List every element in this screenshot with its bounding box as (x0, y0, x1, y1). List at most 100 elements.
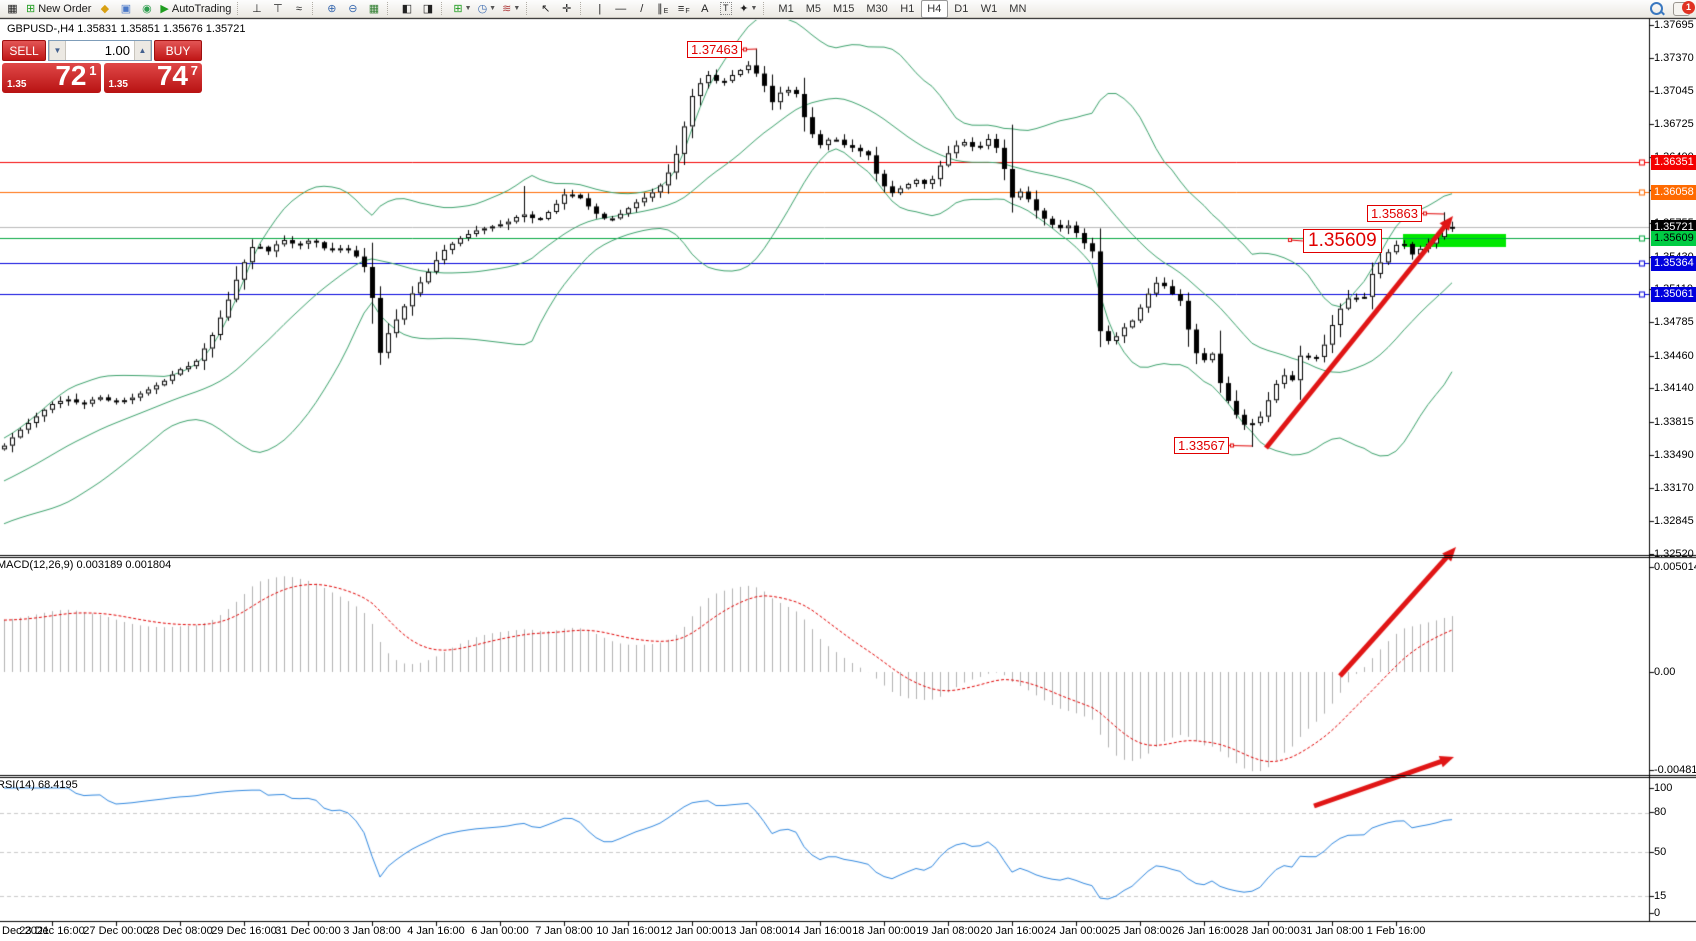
price-axis-tick: 1.37370 (1654, 52, 1694, 65)
date-axis-label: 23 Dec 16:00 (19, 925, 85, 937)
price-axis-tick: 1.34140 (1654, 382, 1694, 395)
price-line-badge: 1.35061 (1651, 287, 1696, 303)
equidistant-channel-icon-sub: E (663, 7, 669, 15)
toolbar-separator (763, 2, 768, 15)
date-axis-label: 13 Jan 08:00 (724, 925, 788, 937)
toolbar-separator (387, 2, 392, 15)
zoom-out-icon: ⊖ (348, 2, 358, 15)
timeframe-w1-button[interactable]: W1 (980, 2, 998, 15)
date-axis-label: 31 Dec 00:00 (275, 925, 341, 937)
timeframe-m15-button[interactable]: M15 (832, 2, 855, 15)
sound-icon: ◉ (142, 2, 152, 15)
date-axis-label: 31 Jan 08:00 (1300, 925, 1364, 937)
market-watch-icon[interactable]: ▣ (115, 0, 136, 18)
rsi-axis-tick: 50 (1654, 846, 1667, 858)
arrows-icon[interactable]: ✦ ▼ (736, 0, 760, 18)
volume-input[interactable] (66, 41, 134, 60)
date-axis-label: 25 Jan 08:00 (1108, 925, 1172, 937)
price-axis-tick: 1.34785 (1654, 316, 1694, 329)
sell-price-sup: 1 (89, 63, 97, 78)
volume-down-button[interactable]: ▼ (49, 41, 66, 60)
line-chart-icon[interactable]: ≈ (288, 0, 309, 18)
date-axis-label: 28 Jan 00:00 (1236, 925, 1300, 937)
timeframe-m5-button[interactable]: M5 (805, 2, 821, 15)
profiles-button-caret: ▼ (489, 5, 497, 12)
date-axis-label: 14 Jan 16:00 (788, 925, 852, 937)
cursor-icon: ↖ (541, 2, 551, 15)
trendline-icon[interactable]: / (631, 0, 652, 18)
buy-button[interactable]: BUY (154, 40, 202, 61)
candlestick-chart-icon[interactable]: ⊤ (267, 0, 288, 18)
autotrading-button-label: AutoTrading (171, 2, 232, 15)
auto-arrange-icon[interactable]: ◧ (396, 0, 417, 18)
price-line-badge: 1.35609 (1651, 231, 1696, 247)
notification-badge: 1 (1682, 0, 1695, 14)
macd-label: MACD(12,26,9) 0.003189 0.001804 (0, 559, 172, 571)
timeframe-m1-button[interactable]: M1 (778, 2, 794, 15)
rsi-axis-tick: 15 (1654, 890, 1667, 902)
timeframe-mn-button[interactable]: MN (1009, 2, 1027, 15)
annotation-1-35609[interactable]: 1.35609 (1303, 229, 1382, 253)
profiles-button: ◷ (477, 2, 488, 15)
crosshair-icon[interactable]: ✛ (556, 0, 577, 18)
buy-price-tile[interactable]: 1.35 74 7 (103, 63, 202, 93)
trendline-icon: / (640, 2, 644, 15)
toolbar-separator (237, 2, 242, 15)
new-order-button[interactable]: ⊞ New Order (23, 0, 94, 18)
bar-chart-icon[interactable]: ⊥ (246, 0, 267, 18)
arrows-icon-caret: ▼ (750, 5, 758, 12)
buy-price-small: 1.35 (108, 79, 128, 90)
horizontal-line-icon[interactable]: — (610, 0, 631, 18)
timeframe-d1-button[interactable]: D1 (954, 2, 969, 15)
price-line-badge: 1.36058 (1651, 185, 1696, 201)
chat-icon[interactable]: 1 (1673, 0, 1695, 16)
autotrading-button: ▶ (160, 2, 169, 15)
fibonacci-icon[interactable]: ≡ F (673, 0, 694, 18)
date-axis-label: 27 Dec 00:00 (83, 925, 149, 937)
zoom-in-icon[interactable]: ⊕ (321, 0, 342, 18)
date-axis-label: 1 Feb 16:00 (1366, 925, 1426, 937)
symbols-icon: ◆ (100, 2, 110, 15)
sell-price-tile[interactable]: 1.35 72 1 (2, 63, 101, 93)
price-line-badge: 1.35721 (1651, 219, 1696, 235)
new-chart-button[interactable]: ⊞ ▼ (450, 0, 474, 18)
auto-arrange-icon: ◧ (401, 2, 413, 15)
date-axis-label: 18 Jan 00:00 (852, 925, 916, 937)
volume-up-button[interactable]: ▲ (134, 41, 151, 60)
fibonacci-icon-sub: F (685, 7, 690, 15)
rsi-axis-tick: 0 (1654, 907, 1661, 919)
zoom-out-icon[interactable]: ⊖ (342, 0, 363, 18)
timeframe-h4-button[interactable]: H4 (920, 0, 948, 18)
text-icon[interactable]: A (694, 0, 715, 18)
price-line-badge: 1.35364 (1651, 256, 1696, 272)
sell-button[interactable]: SELL (2, 40, 46, 61)
search-icon[interactable] (1650, 2, 1663, 15)
window-icon: ▦ (7, 2, 18, 15)
macd-axis-tick: 0.005014 (1654, 561, 1696, 573)
buy-price-sup: 7 (190, 63, 198, 78)
timeframe-m30-button[interactable]: M30 (866, 2, 888, 15)
symbols-icon[interactable]: ◆ (94, 0, 115, 18)
annotation-1-37463[interactable]: 1.37463 (687, 41, 742, 58)
equidistant-channel-icon[interactable]: ∥ E (652, 0, 673, 18)
annotation-1-35863[interactable]: 1.35863 (1367, 205, 1422, 222)
tile-windows-icon[interactable]: ▦ (363, 0, 384, 18)
chart-shift-icon[interactable]: ◨ (417, 0, 438, 18)
sound-icon[interactable]: ◉ (136, 0, 157, 18)
date-axis-label: Dec 2021 (2, 925, 50, 937)
autotrading-button[interactable]: ▶ AutoTrading (157, 0, 234, 18)
macd-axis-tick: 0.00 (1654, 666, 1676, 678)
date-axis-label: 6 Jan 00:00 (471, 925, 529, 937)
new-order-button-label: New Order (38, 2, 92, 15)
annotation-1-33567[interactable]: 1.33567 (1174, 437, 1229, 454)
text-label-icon[interactable]: T (715, 0, 736, 18)
indicators-button[interactable]: ≋ ▼ (499, 0, 523, 18)
cursor-icon[interactable]: ↖ (535, 0, 556, 18)
timeframe-h1-button[interactable]: H1 (900, 2, 915, 15)
window-icon: ▦ (2, 0, 23, 18)
toolbar: ▦ ⊞ New Order ◆ ▣ ◉ ▶ AutoTrading ⊥ ⊤ ≈ ⊕ ⊖ ▦ ◧ ◨ ⊞ ▼ ◷ ▼ ≋ ▼… (0, 0, 1696, 18)
profiles-button[interactable]: ◷ ▼ (475, 0, 500, 18)
vertical-line-icon[interactable]: | (589, 0, 610, 18)
toolbar-separator (526, 2, 531, 15)
